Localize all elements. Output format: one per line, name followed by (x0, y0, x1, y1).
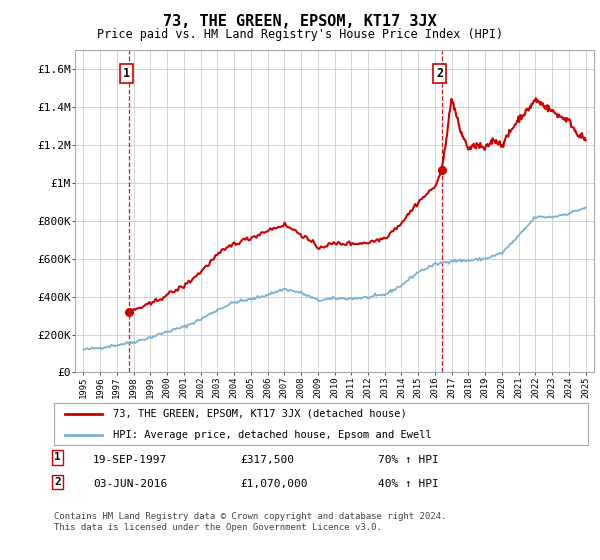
Text: 03-JUN-2016: 03-JUN-2016 (93, 479, 167, 489)
Text: Price paid vs. HM Land Registry's House Price Index (HPI): Price paid vs. HM Land Registry's House … (97, 28, 503, 41)
Text: 73, THE GREEN, EPSOM, KT17 3JX: 73, THE GREEN, EPSOM, KT17 3JX (163, 14, 437, 29)
Text: Contains HM Land Registry data © Crown copyright and database right 2024.
This d: Contains HM Land Registry data © Crown c… (54, 512, 446, 532)
Text: 70% ↑ HPI: 70% ↑ HPI (378, 455, 439, 465)
Text: £317,500: £317,500 (240, 455, 294, 465)
Text: 1: 1 (123, 67, 130, 81)
Text: 73, THE GREEN, EPSOM, KT17 3JX (detached house): 73, THE GREEN, EPSOM, KT17 3JX (detached… (113, 409, 406, 419)
Text: 2: 2 (54, 477, 61, 487)
Text: 1: 1 (54, 452, 61, 463)
Text: 2: 2 (436, 67, 443, 81)
Text: 40% ↑ HPI: 40% ↑ HPI (378, 479, 439, 489)
Text: 19-SEP-1997: 19-SEP-1997 (93, 455, 167, 465)
Text: HPI: Average price, detached house, Epsom and Ewell: HPI: Average price, detached house, Epso… (113, 430, 431, 440)
Text: £1,070,000: £1,070,000 (240, 479, 308, 489)
